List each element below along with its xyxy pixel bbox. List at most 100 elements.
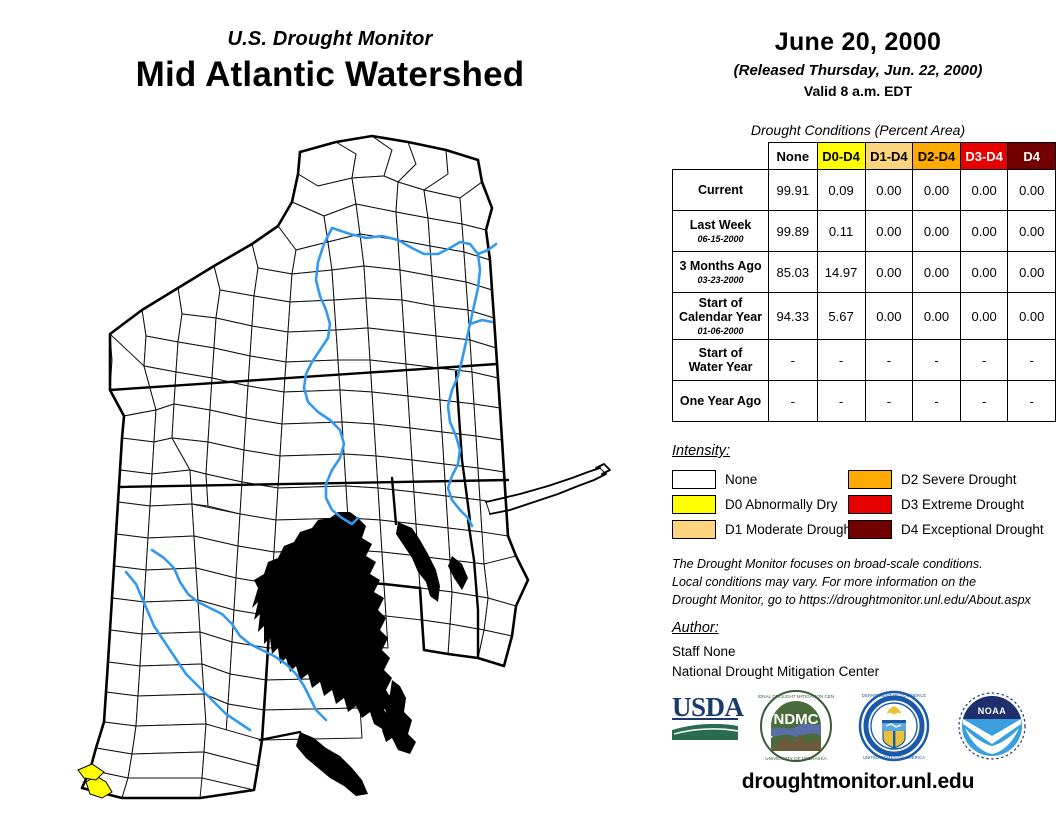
cell-current-d3d4: 0.00 — [959, 169, 1009, 211]
cell-current-d1d4: 0.00 — [864, 169, 914, 211]
cell-lastweek-none: 99.89 — [768, 210, 818, 252]
drought-area-d0 — [77, 763, 113, 799]
report-date: June 20, 2000 — [774, 28, 942, 56]
swatch-none-icon — [672, 470, 716, 489]
cell-3months-none: 85.03 — [768, 251, 818, 293]
swatch-d1-icon — [672, 520, 716, 539]
cell-calyear-d3d4: 0.00 — [959, 291, 1009, 341]
cell-lastweek-d1d4: 0.00 — [864, 210, 914, 252]
cell-oneyear-none: - — [768, 380, 818, 423]
row-label-date: 01-06-2000 — [697, 325, 744, 336]
legend-label-d2: D2 Severe Drought — [901, 472, 1017, 487]
cell-calyear-none: 94.33 — [768, 291, 818, 341]
cell-3months-d2d4: 0.00 — [912, 251, 961, 293]
row-label-current: Current — [671, 169, 770, 211]
row-label-text: One Year Ago — [679, 393, 762, 408]
report-valid-time: Valid 8 a.m. EDT — [803, 83, 913, 99]
drought-conditions-table: None D0-D4 D1-D4 D2-D4 D3-D4 D4 Current … — [671, 142, 1056, 423]
cell-current-d0d4: 0.09 — [816, 169, 866, 211]
disclaimer-line-3[interactable]: Drought Monitor, go to https://droughtmo… — [672, 592, 1031, 607]
cell-wateryear-d2d4: - — [912, 339, 961, 382]
row-label-start-water-year: Start of Water Year — [671, 339, 770, 382]
disclaimer-line-2: Local conditions may vary. For more info… — [672, 574, 977, 589]
table-row: 3 Months Ago 03-23-2000 85.03 14.97 0.00… — [671, 251, 1056, 293]
drought-map[interactable]: .cty{fill:#ffffff;stroke:#111111;stroke-… — [0, 120, 660, 810]
table-body: Current 99.91 0.09 0.00 0.00 0.00 0.00 L… — [671, 169, 1056, 423]
svg-text:NDMC: NDMC — [774, 711, 819, 728]
cell-oneyear-d3d4: - — [959, 380, 1009, 423]
table-caption: Drought Conditions (Percent Area) — [750, 122, 966, 138]
cell-calyear-d4: 0.00 — [1007, 291, 1056, 341]
report-released-date: (Released Thursday, Jun. 22, 2000) — [733, 62, 983, 79]
report-header: June 20, 2000 (Released Thursday, Jun. 2… — [660, 28, 1056, 99]
commerce-seal: DEPARTMENT OF COMMERCE UNITED STATES OF … — [856, 688, 932, 769]
map-counties — [81, 135, 529, 799]
author-name: Staff None — [672, 644, 736, 659]
map-subtitle: U.S. Drought Monitor — [227, 28, 433, 50]
row-label-date: 03-23-2000 — [697, 274, 744, 285]
map-rivers — [124, 226, 498, 732]
legend-label-d0: D0 Abnormally Dry — [725, 497, 838, 512]
cell-3months-d0d4: 14.97 — [816, 251, 866, 293]
table-row: One Year Ago - - - - - - — [671, 380, 1056, 423]
table-row: Last Week 06-15-2000 99.89 0.11 0.00 0.0… — [671, 210, 1056, 252]
legend-grid: None D2 Severe Drought D0 Abnormally Dry… — [672, 467, 1052, 542]
disclaimer-line-1: The Drought Monitor focuses on broad-sca… — [672, 557, 983, 571]
svg-text:UNIVERSITY OF NEBRASKA: UNIVERSITY OF NEBRASKA — [765, 756, 827, 761]
svg-text:DEPARTMENT OF COMMERCE: DEPARTMENT OF COMMERCE — [862, 693, 926, 698]
row-label-text: Start of Calendar Year — [678, 296, 763, 325]
author-organization: National Drought Mitigation Center — [672, 664, 880, 680]
cell-oneyear-d0d4: - — [816, 380, 866, 423]
row-label-text: Start of Water Year — [688, 345, 753, 375]
cell-lastweek-d2d4: 0.00 — [912, 210, 961, 252]
swatch-d2-icon — [848, 470, 892, 489]
column-header-none: None — [768, 142, 818, 170]
map-title-block: U.S. Drought Monitor Mid Atlantic Waters… — [0, 28, 660, 95]
row-label-start-calendar-year: Start of Calendar Year 01-06-2000 — [671, 291, 770, 341]
cell-oneyear-d4: - — [1007, 380, 1056, 423]
author-heading: Author: — [672, 620, 719, 636]
cell-wateryear-d1d4: - — [864, 339, 914, 382]
cell-current-none: 99.91 — [768, 169, 818, 211]
legend-item-d3: D3 Extreme Drought — [848, 495, 1024, 514]
cell-lastweek-d0d4: 0.11 — [816, 210, 866, 252]
legend-item-none: None — [672, 470, 848, 489]
cell-calyear-d1d4: 0.00 — [864, 291, 914, 341]
cell-oneyear-d2d4: - — [912, 380, 961, 423]
cell-current-d4: 0.00 — [1007, 169, 1056, 211]
page-title: Mid Atlantic Watershed — [135, 55, 525, 94]
map-svg[interactable]: .cty{fill:#ffffff;stroke:#111111;stroke-… — [0, 120, 660, 810]
cell-wateryear-d0d4: - — [816, 339, 866, 382]
cell-oneyear-d1d4: - — [864, 380, 914, 423]
legend-item-d0: D0 Abnormally Dry — [672, 495, 848, 514]
row-label-one-year-ago: One Year Ago — [671, 380, 770, 423]
row-label-date: 06-15-2000 — [697, 233, 744, 244]
site-url[interactable]: droughtmonitor.unl.edu — [741, 770, 975, 793]
legend-item-d2: D2 Severe Drought — [848, 470, 1024, 489]
usda-logo: USDA — [670, 688, 748, 755]
column-header-d1d4: D1-D4 — [864, 142, 914, 170]
cell-wateryear-d4: - — [1007, 339, 1056, 382]
column-header-d0d4: D0-D4 — [816, 142, 866, 170]
svg-text:UNITED STATES OF AMERICA: UNITED STATES OF AMERICA — [863, 755, 925, 760]
legend-item-d4: D4 Exceptional Drought — [848, 520, 1044, 539]
map-water-bodies — [252, 512, 468, 796]
legend-item-d1: D1 Moderate Drought — [672, 520, 855, 539]
cell-3months-d4: 0.00 — [1007, 251, 1056, 293]
noaa-logo: NOAA — [954, 688, 1030, 769]
table-row: Start of Calendar Year 01-06-2000 94.33 … — [671, 291, 1056, 341]
table-row: Current 99.91 0.09 0.00 0.00 0.00 0.00 — [671, 169, 1056, 211]
row-label-3-months-ago: 3 Months Ago 03-23-2000 — [671, 251, 770, 293]
cell-current-d2d4: 0.00 — [912, 169, 961, 211]
ndmc-logo: NDMC NATIONAL DROUGHT MITIGATION CENTER … — [749, 688, 844, 769]
swatch-d3-icon — [848, 495, 892, 514]
table-corner-cell — [673, 143, 769, 170]
cell-calyear-d0d4: 5.67 — [816, 291, 866, 341]
column-header-d3d4: D3-D4 — [959, 142, 1009, 170]
table-row: Start of Water Year - - - - - - — [671, 339, 1056, 382]
intensity-heading: Intensity: — [672, 443, 731, 459]
disclaimer-text: The Drought Monitor focuses on broad-sca… — [672, 556, 1052, 609]
cell-calyear-d2d4: 0.00 — [912, 291, 961, 341]
svg-text:USDA: USDA — [672, 692, 745, 722]
cell-wateryear-none: - — [768, 339, 818, 382]
